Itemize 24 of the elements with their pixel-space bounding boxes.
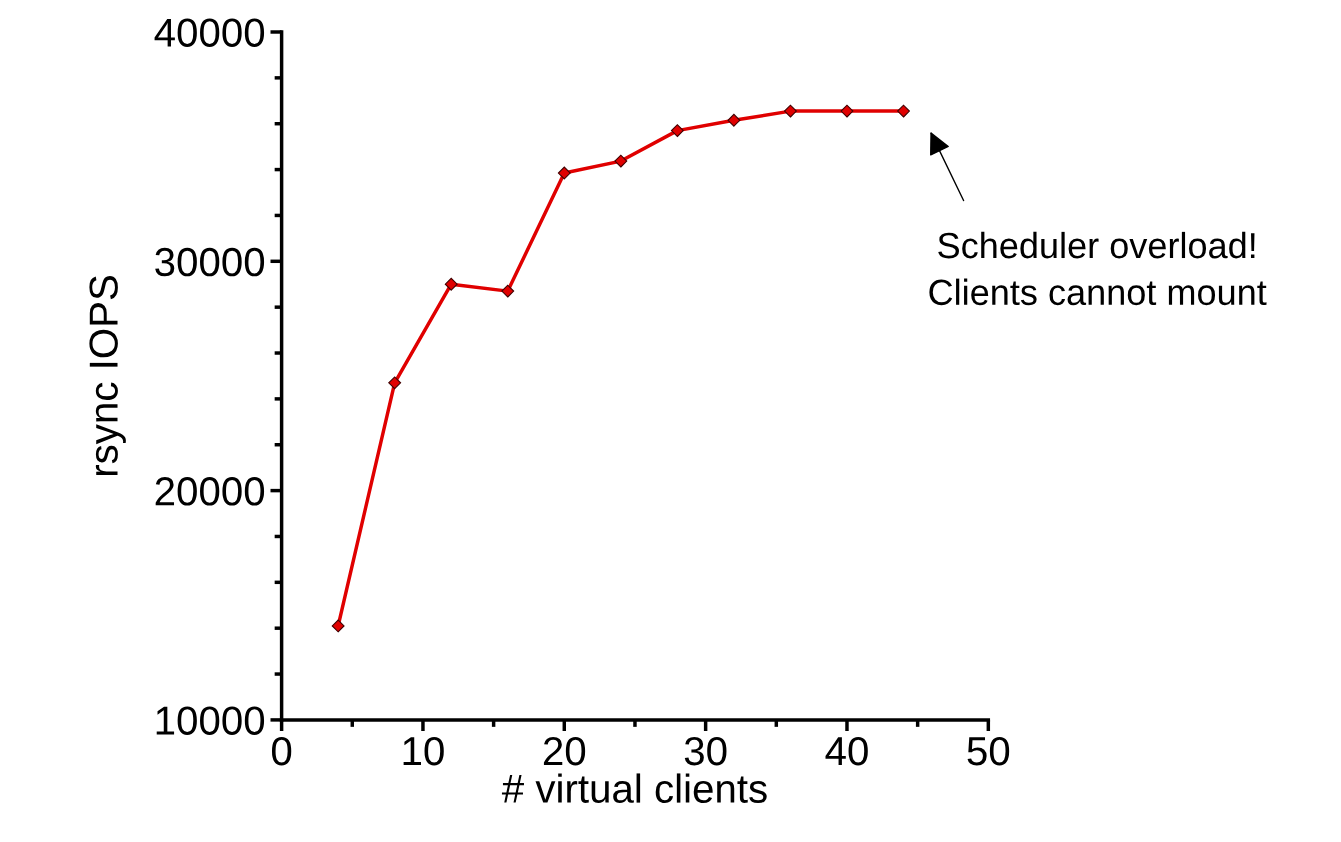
x-tick-label: 50 (967, 736, 1010, 766)
point (444, 277, 458, 291)
point (614, 154, 628, 168)
x-tick-label: 30 (684, 736, 727, 766)
point (501, 284, 515, 298)
x-tick-label: 0 (271, 736, 292, 766)
y-tick-label: 40000 (154, 18, 265, 47)
y-tick-label: 10000 (156, 706, 265, 735)
x-tick-label: 40 (825, 736, 868, 766)
point (331, 619, 345, 633)
point (783, 104, 797, 118)
x-tick-label: 20 (543, 736, 586, 766)
annotation: Scheduler overload! Clients cannot mount (929, 231, 1267, 306)
point (840, 104, 854, 118)
y-tick-label: 30000 (155, 247, 265, 277)
point (670, 124, 684, 138)
point (727, 113, 741, 127)
point (557, 166, 571, 180)
y-tick-label: 20000 (155, 477, 265, 506)
y-axis-title: rsync IOPS (89, 275, 126, 476)
x-tick-label: 10 (403, 736, 444, 766)
x-axis-title: # virtual clients (501, 773, 767, 804)
point (388, 376, 402, 390)
point (897, 104, 910, 118)
